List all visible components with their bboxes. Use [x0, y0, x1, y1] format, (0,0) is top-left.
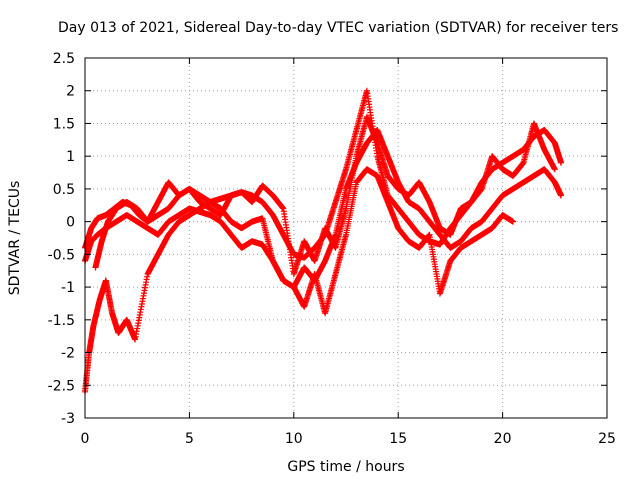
y-tick-label: -2.5	[48, 378, 75, 394]
y-tick-label: 1	[66, 149, 75, 165]
data-points	[82, 87, 565, 395]
data-point	[558, 159, 565, 166]
x-tick-label: 5	[185, 431, 194, 447]
y-tick-label: 2	[66, 84, 75, 100]
x-tick-label: 10	[285, 431, 303, 447]
y-tick-label: 0	[66, 215, 75, 231]
x-tick-label: 0	[81, 431, 90, 447]
y-tick-label: -3	[61, 411, 75, 427]
x-tick-label: 25	[598, 431, 616, 447]
y-tick-label: 0.5	[53, 182, 75, 198]
series-track-c	[82, 166, 517, 395]
x-tick-label: 15	[389, 431, 407, 447]
chart-title: Day 013 of 2021, Sidereal Day-to-day VTE…	[58, 20, 618, 36]
y-tick-label: -1	[61, 280, 75, 296]
y-tick-label: -1.5	[48, 313, 75, 329]
y-tick-label: -0.5	[48, 247, 75, 263]
y-tick-label: 2.5	[53, 51, 75, 67]
y-tick-label: -2	[61, 346, 75, 362]
y-axis-label: SDTVAR / TECUs	[7, 181, 23, 296]
x-tick-label: 20	[494, 431, 512, 447]
x-axis-label: GPS time / hours	[287, 459, 404, 475]
data-point	[558, 192, 565, 199]
y-tick-label: 1.5	[53, 116, 75, 132]
